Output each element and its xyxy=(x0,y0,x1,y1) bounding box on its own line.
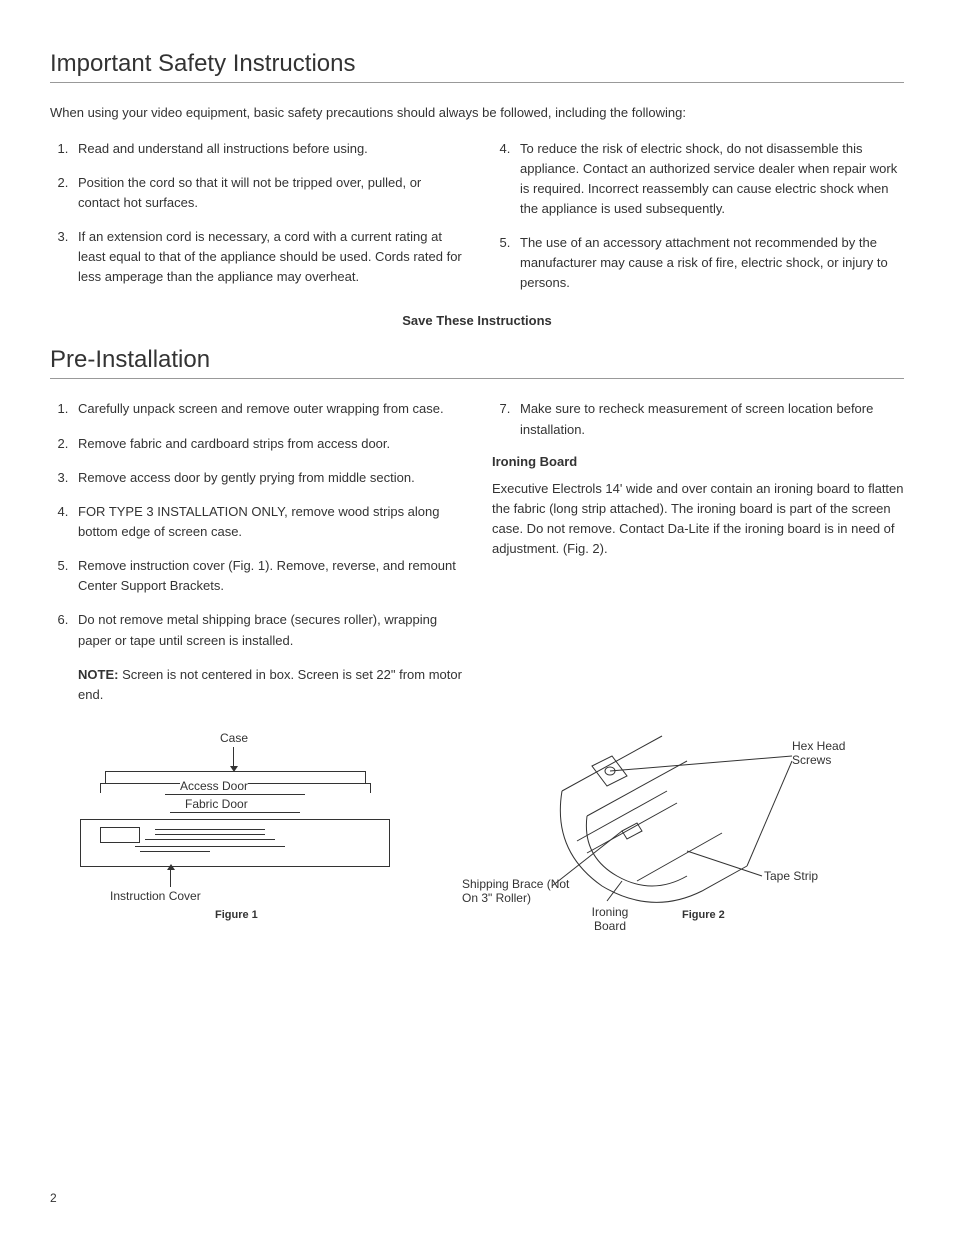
fig1-label-instruction: Instruction Cover xyxy=(110,889,201,903)
preinstall-item: FOR TYPE 3 INSTALLATION ONLY, remove woo… xyxy=(72,502,462,542)
safety-list-right: To reduce the risk of electric shock, do… xyxy=(492,139,904,294)
fig1-label-access: Access Door xyxy=(180,779,248,793)
preinstall-item: Carefully unpack screen and remove outer… xyxy=(72,399,462,419)
preinstall-note: NOTE: Screen is not centered in box. Scr… xyxy=(50,665,462,705)
note-label: NOTE: xyxy=(78,667,118,682)
safety-intro: When using your video equipment, basic s… xyxy=(50,103,904,123)
page-number: 2 xyxy=(50,1191,57,1205)
figure-1: Case Access Door Fabric Door Instruction… xyxy=(50,731,462,961)
fig2-label-shipping: Shipping Brace (Not On 3" Roller) xyxy=(462,877,582,906)
preinstall-list-right: Make sure to recheck measurement of scre… xyxy=(492,399,904,439)
figure-2: Hex Head Screws Tape Strip Ironing Board… xyxy=(492,731,904,961)
preinstall-list-left: Carefully unpack screen and remove outer… xyxy=(50,399,462,650)
ironing-heading: Ironing Board xyxy=(492,454,904,469)
preinstall-item: Remove fabric and cardboard strips from … xyxy=(72,434,462,454)
safety-item: If an extension cord is necessary, a cor… xyxy=(72,227,462,287)
fig2-caption: Figure 2 xyxy=(682,909,725,921)
note-text: Screen is not centered in box. Screen is… xyxy=(78,667,462,702)
fig1-label-fabric: Fabric Door xyxy=(185,797,248,811)
safety-item: The use of an accessory attachment not r… xyxy=(514,233,904,293)
safety-columns: Read and understand all instructions bef… xyxy=(50,139,904,308)
preinstall-item: Remove instruction cover (Fig. 1). Remov… xyxy=(72,556,462,596)
preinstall-item: Make sure to recheck measurement of scre… xyxy=(514,399,904,439)
ironing-para: Executive Electrols 14' wide and over co… xyxy=(492,479,904,560)
fig2-label-tape: Tape Strip xyxy=(764,869,818,883)
figures-row: Case Access Door Fabric Door Instruction… xyxy=(50,731,904,961)
safety-list-left: Read and understand all instructions bef… xyxy=(50,139,462,288)
preinstall-heading: Pre-Installation xyxy=(50,346,904,379)
safety-item: To reduce the risk of electric shock, do… xyxy=(514,139,904,220)
preinstall-columns: Carefully unpack screen and remove outer… xyxy=(50,399,904,705)
preinstall-item: Do not remove metal shipping brace (secu… xyxy=(72,610,462,650)
fig1-caption: Figure 1 xyxy=(215,909,258,921)
preinstall-item: Remove access door by gently prying from… xyxy=(72,468,462,488)
safety-item: Read and understand all instructions bef… xyxy=(72,139,462,159)
safety-heading: Important Safety Instructions xyxy=(50,50,904,83)
fig2-label-hex: Hex Head Screws xyxy=(792,739,872,768)
fig1-label-case: Case xyxy=(220,731,248,745)
save-instructions: Save These Instructions xyxy=(50,313,904,328)
safety-item: Position the cord so that it will not be… xyxy=(72,173,462,213)
fig2-label-ironing: Ironing Board xyxy=(580,905,640,934)
